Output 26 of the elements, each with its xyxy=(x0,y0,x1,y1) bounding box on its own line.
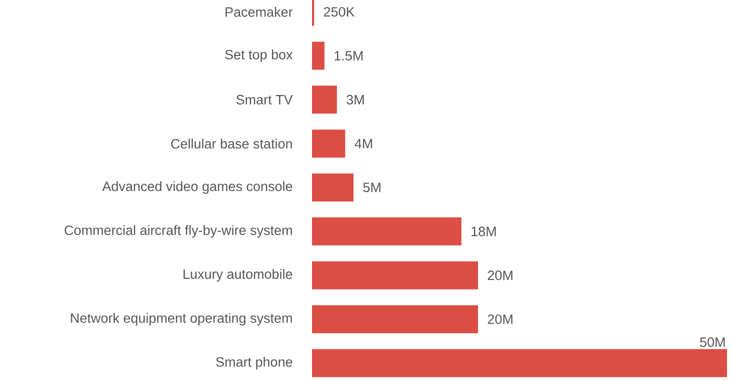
data-label: 5M xyxy=(363,182,380,192)
data-label: 3M xyxy=(346,94,364,104)
y-tick-label: Cellular base station xyxy=(171,138,292,149)
y-tick-label: Smart TV xyxy=(236,94,293,104)
bar xyxy=(312,305,478,334)
data-label: 20M xyxy=(488,270,512,280)
y-tick-label: Network equipment operating system xyxy=(71,312,292,326)
bar xyxy=(312,217,462,246)
data-label: 50M xyxy=(700,337,725,347)
bar xyxy=(312,261,478,290)
bar xyxy=(312,86,337,114)
data-label: 250K xyxy=(324,7,355,17)
bar xyxy=(312,174,354,202)
y-tick-label: Luxury automobile xyxy=(184,269,292,282)
y-tick-label: Smart phone xyxy=(216,356,292,370)
bar xyxy=(312,42,324,70)
y-tick-label: Set top box xyxy=(225,49,293,62)
data-label: 20M xyxy=(488,314,512,324)
data-label: 18M xyxy=(472,226,496,236)
y-tick-label: Advanced video games console xyxy=(102,181,292,194)
y-tick-label: Pacemaker xyxy=(226,6,293,17)
y-tick-label: Commercial aircraft fly-by-wire system xyxy=(64,225,292,238)
bar xyxy=(312,349,727,378)
data-label: 1.5M xyxy=(334,51,363,60)
data-label: 4M xyxy=(354,138,372,148)
bar xyxy=(312,130,346,158)
